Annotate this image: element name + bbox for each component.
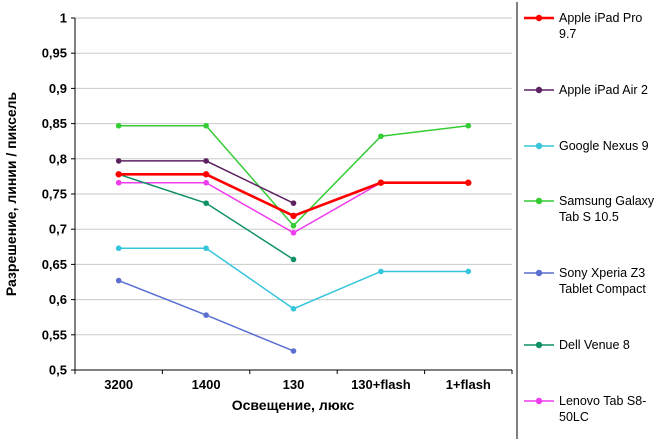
y-tick-label: 0,55 — [42, 327, 67, 342]
legend-item: Apple iPad Pro 9.7 — [524, 10, 658, 43]
data-point — [290, 348, 297, 354]
legend-label: Dell Venue 8 — [559, 337, 630, 352]
legend-marker — [524, 14, 554, 22]
legend: Apple iPad Pro 9.7 Apple iPad Air 2 Google… — [524, 0, 658, 441]
data-point — [203, 179, 209, 186]
x-tick-label: 130+flash — [351, 377, 411, 392]
legend-item: Apple iPad Air 2 — [524, 82, 658, 98]
y-tick-label: 0,8 — [49, 151, 67, 166]
x-axis-title: Освещение, люкс — [232, 397, 355, 413]
data-point — [203, 312, 209, 318]
data-point — [115, 122, 122, 129]
x-tick-label: 3200 — [104, 377, 133, 392]
y-tick-label: 0,9 — [49, 81, 67, 96]
legend-marker — [524, 197, 554, 205]
data-point — [115, 179, 122, 186]
legend-marker — [524, 269, 554, 277]
x-tick-label: 1+flash — [446, 377, 491, 392]
data-point — [378, 268, 384, 275]
data-point — [377, 179, 385, 186]
legend-label: Lenovo Tab S8-50LC — [559, 393, 647, 424]
legend-marker — [524, 397, 554, 404]
data-point — [115, 158, 122, 164]
legend-label: Samsung Galaxy Tab S 10.5 — [559, 194, 655, 225]
data-point — [290, 305, 297, 312]
y-tick-label: 1 — [60, 11, 67, 26]
legend-item: Sony Xperia Z3 Tablet Compact — [524, 265, 658, 298]
data-point — [115, 245, 122, 252]
legend-label: Google Nexus 9 — [559, 138, 649, 153]
y-tick-label: 0,6 — [49, 292, 67, 307]
data-point — [115, 171, 122, 178]
legend-item: Google Nexus 9 — [524, 138, 658, 154]
data-point — [203, 158, 209, 164]
y-tick-label: 0,85 — [42, 116, 67, 131]
data-point — [290, 200, 297, 206]
y-tick-label: 0,95 — [42, 46, 67, 61]
data-point — [202, 171, 210, 178]
legend-label: Apple iPad Pro 9.7 — [559, 11, 643, 42]
legend-item: Dell Venue 8 — [524, 337, 658, 353]
data-point — [290, 256, 297, 263]
series-line — [118, 172, 469, 218]
data-point — [290, 222, 297, 229]
data-point — [465, 179, 472, 186]
y-tick-label: 0,7 — [49, 222, 67, 237]
data-point — [203, 200, 209, 206]
plot-area: 0,5 0,55 0,6 0,65 0,7 0,75 0,8 0,85 0,9 0,95 1 3200… — [42, 2, 518, 439]
legend-label: Sony Xperia Z3 Tablet Compact — [559, 266, 646, 297]
y-axis-title: Разрешение, линии / пиксель — [3, 91, 19, 296]
legend-marker — [524, 86, 554, 94]
y-tick-label: 0,75 — [42, 187, 67, 202]
legend-marker — [524, 341, 554, 349]
y-tick-label: 0,5 — [49, 363, 67, 378]
data-point — [203, 245, 209, 252]
data-point — [378, 133, 384, 140]
data-point — [115, 277, 122, 284]
data-point — [290, 212, 297, 220]
x-tick-label: 130 — [283, 377, 305, 392]
data-point — [465, 122, 472, 129]
legend-item: Samsung Galaxy Tab S 10.5 — [524, 193, 658, 226]
x-tick-label: 1400 — [192, 377, 221, 392]
data-point — [290, 229, 297, 236]
data-point — [465, 268, 472, 275]
legend-label: Apple iPad Air 2 — [559, 82, 648, 97]
series-line — [118, 124, 469, 227]
y-tick-label: 0,65 — [42, 257, 67, 272]
data-point — [203, 122, 209, 129]
legend-item: Lenovo Tab S8-50LC — [524, 393, 658, 426]
legend-marker — [524, 142, 554, 149]
